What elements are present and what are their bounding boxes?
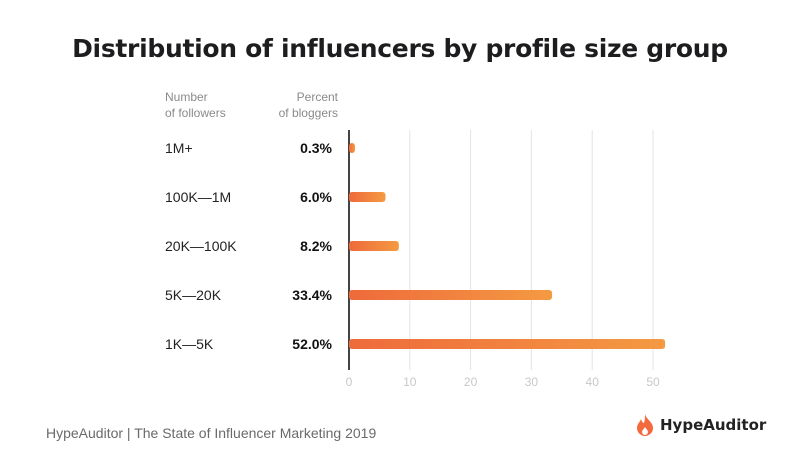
category-label: 1M+ bbox=[165, 140, 193, 156]
x-tick-label: 50 bbox=[646, 375, 660, 389]
value-label: 33.4% bbox=[292, 287, 332, 303]
category-header-line1: Number bbox=[165, 90, 208, 104]
footer-source: HypeAuditor | The State of Influencer Ma… bbox=[46, 425, 377, 441]
value-label: 8.2% bbox=[300, 238, 332, 254]
brand-logo: HypeAuditor bbox=[636, 414, 766, 436]
value-label: 0.3% bbox=[300, 140, 332, 156]
category-label: 20K—100K bbox=[165, 238, 237, 254]
category-label: 5K—20K bbox=[165, 287, 222, 303]
category-label: 100K—1M bbox=[165, 189, 231, 205]
flame-icon bbox=[637, 414, 653, 436]
x-tick-label: 10 bbox=[403, 375, 417, 389]
category-header-line2: of followers bbox=[165, 106, 226, 120]
value-header-line1: Percent bbox=[297, 90, 339, 104]
chart-title: Distribution of influencers by profile s… bbox=[72, 34, 728, 63]
value-label: 6.0% bbox=[300, 189, 332, 205]
bar bbox=[349, 143, 355, 153]
category-label: 1K—5K bbox=[165, 336, 214, 352]
x-tick-label: 40 bbox=[586, 375, 600, 389]
x-tick-label: 0 bbox=[346, 375, 353, 389]
x-tick-label: 20 bbox=[464, 375, 478, 389]
bar bbox=[349, 339, 666, 349]
bar bbox=[349, 290, 553, 300]
x-tick-label: 30 bbox=[525, 375, 539, 389]
bar bbox=[349, 241, 399, 251]
value-header-line2: of bloggers bbox=[279, 106, 338, 120]
bar bbox=[349, 192, 386, 202]
logo-text: HypeAuditor bbox=[660, 416, 767, 434]
value-label: 52.0% bbox=[292, 336, 332, 352]
